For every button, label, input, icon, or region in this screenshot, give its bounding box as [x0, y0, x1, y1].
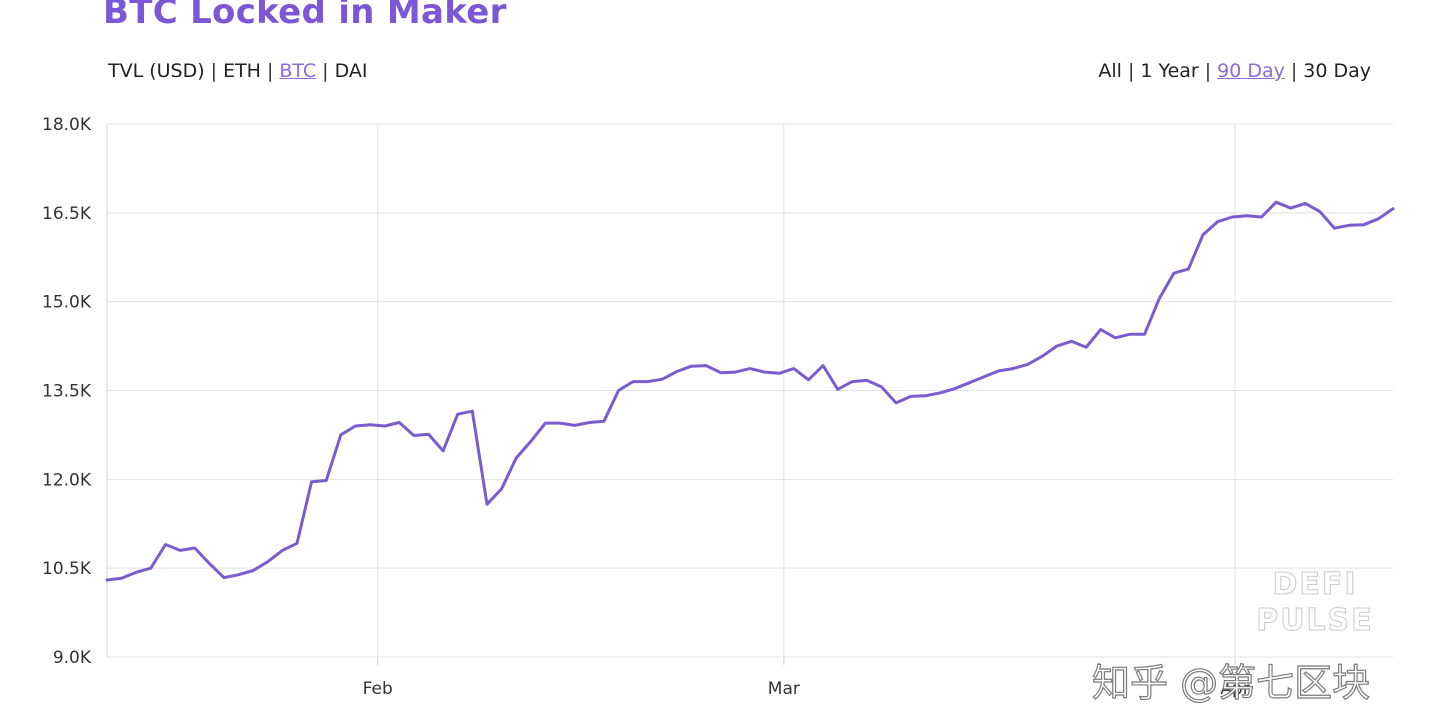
x-tick-label: Feb: [363, 679, 393, 699]
y-tick-label: 9.0K: [53, 648, 92, 668]
grid: [106, 123, 1393, 658]
separator: |: [1204, 60, 1212, 82]
metric-tvl-usd[interactable]: TVL (USD): [108, 60, 205, 82]
defi-pulse-logo: DEFI PULSE: [1250, 567, 1380, 639]
separator: |: [1127, 60, 1135, 82]
y-tick-label: 18.0K: [42, 115, 92, 135]
credit-watermark: 知乎 @第七区块: [1091, 660, 1371, 705]
axes: 9.0K 10.5K 12.0K 13.5K 15.0K 16.5K 18.0K Feb Mar…: [42, 115, 1250, 699]
series-layer: [105, 200, 1395, 582]
y-tick-label: 12.0K: [42, 470, 92, 490]
separator: |: [322, 60, 329, 82]
chart-title: BTC Locked in Maker: [103, 0, 507, 32]
metric-toggle-group: TVL (USD) | ETH | BTC | DAI: [108, 60, 367, 82]
metric-btc[interactable]: BTC: [279, 60, 317, 82]
x-tick-label: Apr: [1220, 679, 1249, 699]
range-30-day[interactable]: 30 Day: [1303, 60, 1371, 82]
logo-line-defi: DEFI: [1272, 567, 1358, 603]
logo-line-pulse: PULSE: [1256, 603, 1374, 639]
y-tick-label: 10.5K: [42, 559, 92, 579]
separator: |: [266, 60, 274, 82]
range-90-day[interactable]: 90 Day: [1217, 60, 1285, 82]
range-all[interactable]: All: [1098, 60, 1122, 82]
series-line-btc: [105, 200, 1395, 582]
y-tick-label: 16.5K: [42, 204, 92, 224]
metric-eth[interactable]: ETH: [223, 60, 261, 82]
range-toggle-group: All | 1 Year | 90 Day | 30 Day: [1098, 60, 1371, 82]
x-tick-label: Mar: [768, 679, 800, 699]
range-1-year[interactable]: 1 Year: [1140, 60, 1199, 82]
y-tick-label: 15.0K: [42, 293, 92, 313]
separator: |: [1290, 60, 1298, 82]
separator: |: [210, 60, 218, 82]
metric-dai[interactable]: DAI: [334, 60, 368, 82]
y-tick-label: 13.5K: [42, 382, 92, 402]
